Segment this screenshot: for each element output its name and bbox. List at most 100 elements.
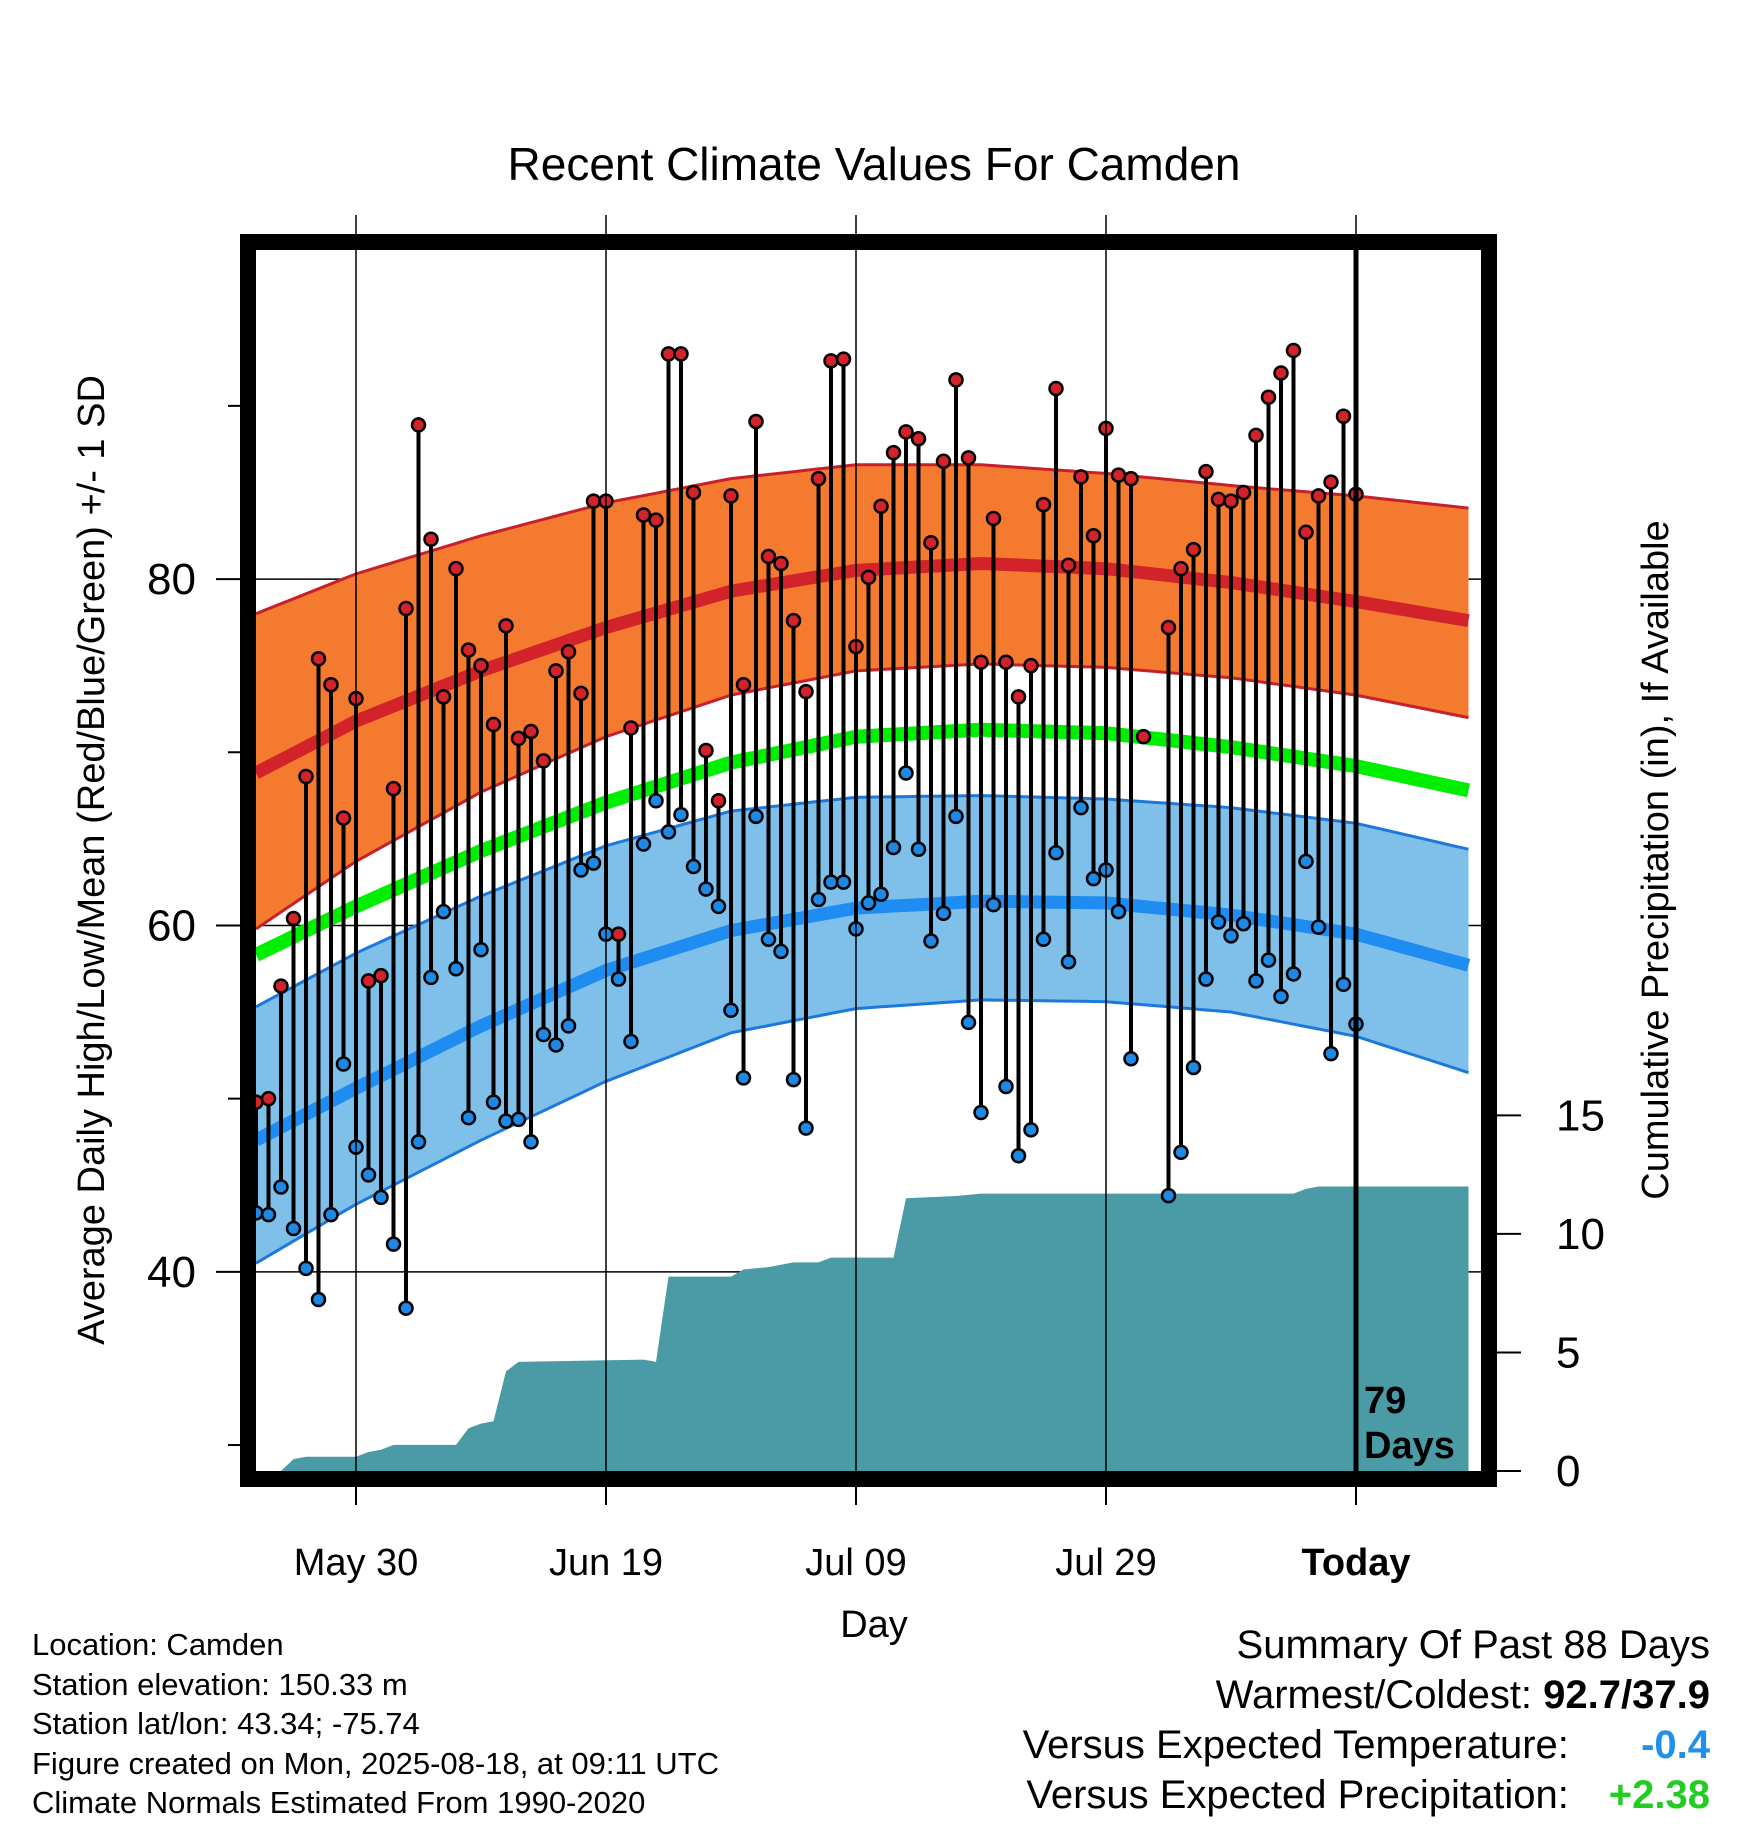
station-latlon: Station lat/lon: 43.34; -75.74 bbox=[32, 1706, 420, 1741]
daily-high-point bbox=[1110, 467, 1127, 483]
daily-high-point bbox=[1135, 728, 1152, 745]
y-left-tick-label: 80 bbox=[147, 555, 196, 604]
daily-low-point bbox=[285, 1220, 302, 1237]
daily-high-point bbox=[623, 720, 639, 736]
daily-high-point bbox=[1185, 541, 1202, 558]
daily-low-point bbox=[523, 1134, 539, 1150]
daily-high-point bbox=[448, 560, 464, 577]
daily-high-point bbox=[648, 512, 664, 528]
daily-low-point bbox=[310, 1291, 327, 1308]
daily-low-point bbox=[1210, 914, 1227, 930]
daily-low-point bbox=[1323, 1045, 1339, 1062]
daily-low-point bbox=[935, 905, 952, 922]
y-right-tick-label: 0 bbox=[1556, 1447, 1580, 1496]
daily-high-point bbox=[723, 488, 739, 504]
daily-low-point bbox=[898, 765, 914, 781]
daily-low-point bbox=[473, 941, 489, 958]
daily-low-point bbox=[973, 1104, 989, 1121]
daily-low-point bbox=[1235, 915, 1252, 932]
daily-high-point bbox=[410, 417, 427, 433]
daily-low-point bbox=[735, 1070, 752, 1086]
daily-low-point bbox=[398, 1300, 414, 1316]
daily-high-point bbox=[1010, 689, 1027, 705]
daily-low-point bbox=[585, 855, 602, 871]
y-axis-left-label: Average Daily High/Low/Mean (Red/Blue/Gr… bbox=[71, 375, 113, 1345]
daily-low-point bbox=[1185, 1059, 1202, 1076]
daily-low-point bbox=[1035, 931, 1052, 948]
daily-low-point bbox=[698, 881, 714, 897]
daily-high-point bbox=[610, 926, 627, 942]
daily-high-point bbox=[635, 507, 652, 523]
daily-high-point bbox=[510, 730, 527, 747]
daily-low-point bbox=[648, 792, 664, 809]
today-days-unit: Days bbox=[1364, 1425, 1455, 1467]
daily-low-point bbox=[860, 895, 877, 911]
daily-low-point bbox=[873, 886, 889, 903]
low-band-lower-edge bbox=[256, 998, 1469, 1265]
chart-title: Recent Climate Values For Camden bbox=[508, 138, 1241, 190]
daily-high-point bbox=[823, 353, 839, 369]
daily-low-point bbox=[573, 862, 589, 878]
daily-high-point bbox=[948, 372, 964, 388]
daily-high-point bbox=[1335, 408, 1352, 425]
daily-low-point bbox=[910, 841, 927, 857]
daily-low-point bbox=[610, 971, 627, 987]
daily-low-point bbox=[1173, 1144, 1189, 1161]
station-location: Location: Camden bbox=[32, 1627, 284, 1662]
daily-low-point bbox=[335, 1056, 352, 1072]
daily-low-point bbox=[460, 1109, 477, 1126]
daily-low-point bbox=[1010, 1148, 1027, 1164]
daily-low-point bbox=[785, 1071, 802, 1088]
daily-low-point bbox=[385, 1236, 402, 1252]
daily-low-point bbox=[685, 858, 702, 875]
daily-low-point bbox=[360, 1167, 377, 1183]
daily-low-point bbox=[710, 898, 727, 915]
daily-low-point bbox=[1310, 919, 1327, 935]
daily-high-point bbox=[498, 618, 514, 634]
daily-high-point bbox=[1285, 342, 1302, 359]
x-tick-label: May 30 bbox=[294, 1542, 419, 1584]
y-right-tick-label: 10 bbox=[1556, 1210, 1605, 1259]
daily-low-point bbox=[510, 1111, 527, 1128]
daily-high-point bbox=[1035, 496, 1052, 513]
daily-high-point bbox=[1210, 491, 1227, 508]
daily-high-point bbox=[373, 967, 389, 984]
summary-title: Summary Of Past 88 Days bbox=[1236, 1623, 1710, 1667]
daily-high-point bbox=[685, 484, 702, 501]
daily-high-point bbox=[1223, 493, 1239, 509]
daily-low-point bbox=[885, 839, 902, 856]
daily-high-point bbox=[535, 753, 552, 769]
daily-low-point bbox=[960, 1014, 977, 1031]
daily-low-point bbox=[1223, 928, 1239, 944]
daily-high-point bbox=[810, 470, 827, 487]
daily-high-point bbox=[1248, 427, 1264, 444]
daily-high-point bbox=[273, 978, 289, 994]
x-axis-label: Day bbox=[840, 1604, 908, 1646]
daily-low-point bbox=[723, 1002, 739, 1019]
summary-warmest-row: Warmest/Coldest: 92.7/37.9 bbox=[1023, 1670, 1710, 1720]
plot-frame bbox=[240, 234, 1497, 1487]
daily-high-point bbox=[460, 642, 477, 658]
daily-high-point bbox=[385, 780, 402, 797]
x-tick-label: Jul 09 bbox=[805, 1542, 906, 1584]
daily-low-point bbox=[435, 903, 452, 920]
daily-low-point bbox=[923, 933, 939, 949]
daily-high-point bbox=[1310, 488, 1327, 504]
daily-low-point bbox=[660, 824, 677, 840]
daily-low-point bbox=[1085, 870, 1102, 887]
low-band-upper-edge bbox=[256, 794, 1469, 1009]
daily-high-point bbox=[1060, 557, 1077, 573]
daily-low-point bbox=[1298, 853, 1314, 870]
daily-high-point bbox=[548, 663, 564, 679]
y-left-tick-label: 60 bbox=[147, 901, 196, 950]
daily-low-point bbox=[423, 969, 439, 986]
mean-normal-line bbox=[256, 722, 1470, 962]
daily-low-point bbox=[1123, 1051, 1139, 1067]
daily-low-point bbox=[985, 896, 1002, 913]
daily-high-point bbox=[585, 493, 602, 509]
daily-high-point bbox=[523, 723, 539, 740]
daily-low-point bbox=[548, 1037, 564, 1053]
warmest-value: 92.7/37.9 bbox=[1543, 1673, 1710, 1717]
daily-low-point bbox=[998, 1078, 1014, 1095]
y-right-tick-label: 15 bbox=[1556, 1091, 1605, 1140]
